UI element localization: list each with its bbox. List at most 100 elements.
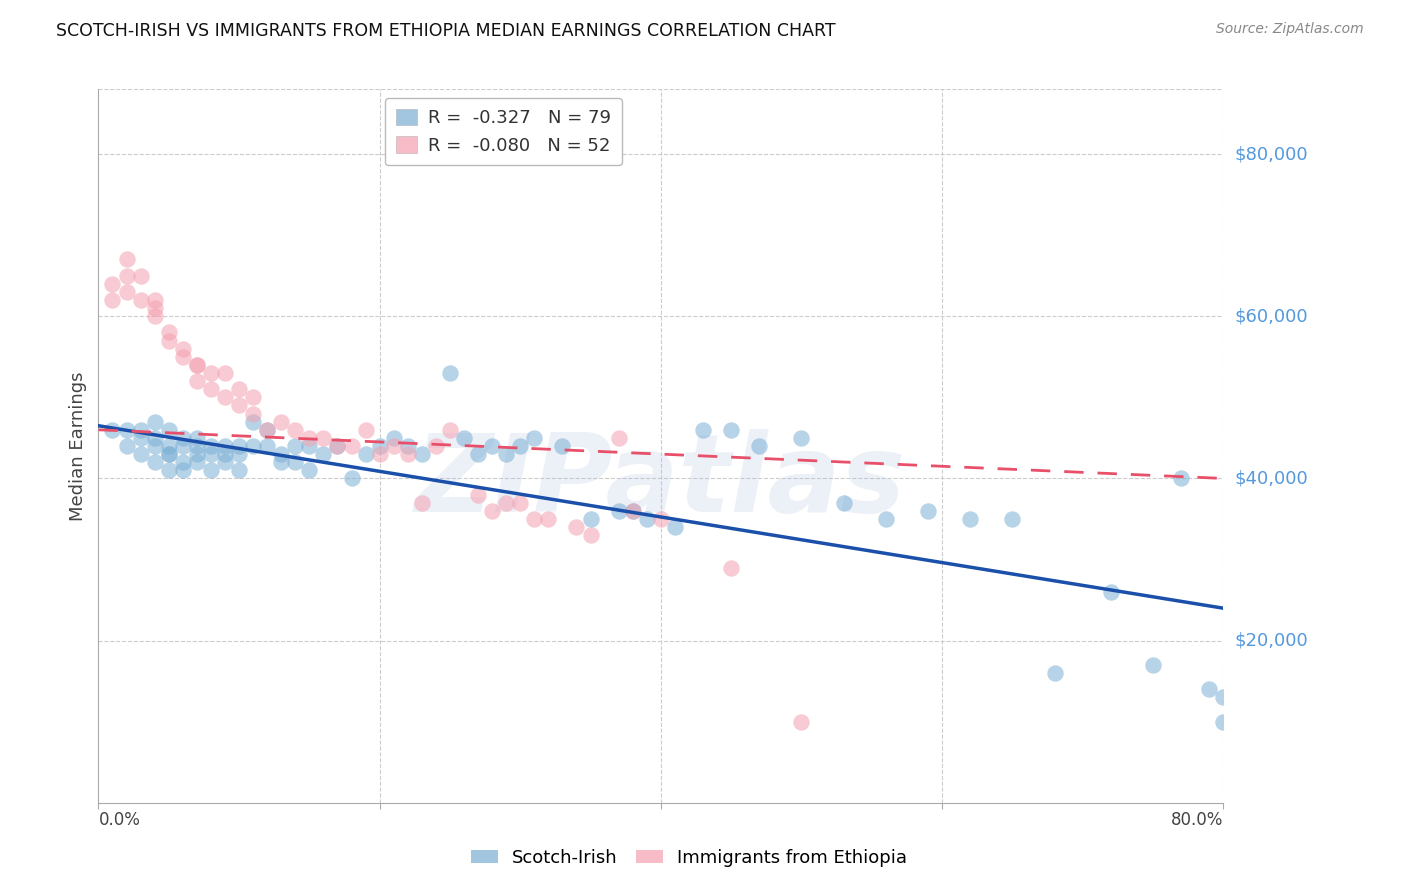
Point <box>509 439 531 453</box>
Point <box>340 471 363 485</box>
Point <box>129 447 152 461</box>
Point <box>242 415 264 429</box>
Point <box>368 447 391 461</box>
Point <box>481 439 503 453</box>
Point <box>354 423 377 437</box>
Point <box>115 439 138 453</box>
Point <box>790 431 813 445</box>
Point <box>439 423 461 437</box>
Point <box>186 374 208 388</box>
Point <box>143 439 166 453</box>
Point <box>411 447 433 461</box>
Point <box>200 463 222 477</box>
Point <box>917 504 939 518</box>
Point <box>1099 585 1122 599</box>
Point <box>636 512 658 526</box>
Point <box>467 447 489 461</box>
Point <box>382 439 405 453</box>
Point <box>1170 471 1192 485</box>
Point <box>523 431 546 445</box>
Point <box>228 399 250 413</box>
Point <box>607 504 630 518</box>
Point <box>256 423 278 437</box>
Point <box>621 504 644 518</box>
Point <box>664 520 686 534</box>
Point <box>186 439 208 453</box>
Point <box>340 439 363 453</box>
Point <box>326 439 349 453</box>
Point <box>172 350 194 364</box>
Point <box>481 504 503 518</box>
Point <box>495 447 517 461</box>
Point <box>228 463 250 477</box>
Point <box>875 512 897 526</box>
Text: $60,000: $60,000 <box>1234 307 1308 326</box>
Point <box>425 439 447 453</box>
Point <box>256 439 278 453</box>
Point <box>157 334 180 348</box>
Point <box>157 463 180 477</box>
Point <box>523 512 546 526</box>
Point <box>200 366 222 380</box>
Point <box>790 714 813 729</box>
Point <box>551 439 574 453</box>
Point <box>256 423 278 437</box>
Point <box>270 415 292 429</box>
Point <box>298 463 321 477</box>
Text: SCOTCH-IRISH VS IMMIGRANTS FROM ETHIOPIA MEDIAN EARNINGS CORRELATION CHART: SCOTCH-IRISH VS IMMIGRANTS FROM ETHIOPIA… <box>56 22 835 40</box>
Point <box>959 512 981 526</box>
Point <box>157 447 180 461</box>
Point <box>242 390 264 404</box>
Point <box>157 447 180 461</box>
Point <box>382 431 405 445</box>
Point <box>326 439 349 453</box>
Point <box>157 439 180 453</box>
Point <box>186 447 208 461</box>
Point <box>200 439 222 453</box>
Point <box>115 285 138 299</box>
Text: ZIPatlas: ZIPatlas <box>415 429 907 534</box>
Point <box>214 455 236 469</box>
Point <box>186 358 208 372</box>
Point <box>748 439 770 453</box>
Point <box>186 431 208 445</box>
Point <box>579 528 602 542</box>
Point <box>692 423 714 437</box>
Point <box>453 431 475 445</box>
Point <box>565 520 588 534</box>
Y-axis label: Median Earnings: Median Earnings <box>69 371 87 521</box>
Point <box>720 423 742 437</box>
Point <box>650 512 672 526</box>
Point <box>172 342 194 356</box>
Point <box>228 447 250 461</box>
Point <box>214 390 236 404</box>
Point <box>242 439 264 453</box>
Point <box>186 455 208 469</box>
Point <box>143 293 166 307</box>
Text: Source: ZipAtlas.com: Source: ZipAtlas.com <box>1216 22 1364 37</box>
Point <box>411 496 433 510</box>
Legend: R =  -0.327   N = 79, R =  -0.080   N = 52: R = -0.327 N = 79, R = -0.080 N = 52 <box>385 98 621 165</box>
Point <box>509 496 531 510</box>
Point <box>270 447 292 461</box>
Text: 80.0%: 80.0% <box>1171 811 1223 829</box>
Legend: Scotch-Irish, Immigrants from Ethiopia: Scotch-Irish, Immigrants from Ethiopia <box>464 842 914 874</box>
Point <box>200 447 222 461</box>
Point <box>439 366 461 380</box>
Point <box>607 431 630 445</box>
Point <box>172 439 194 453</box>
Point <box>200 382 222 396</box>
Point <box>214 439 236 453</box>
Point <box>115 252 138 267</box>
Point <box>621 504 644 518</box>
Point <box>1212 690 1234 705</box>
Point <box>396 439 419 453</box>
Point <box>1043 666 1066 681</box>
Point <box>284 423 307 437</box>
Point <box>242 407 264 421</box>
Point <box>143 431 166 445</box>
Point <box>101 293 124 307</box>
Point <box>115 268 138 283</box>
Point <box>284 439 307 453</box>
Point <box>157 326 180 340</box>
